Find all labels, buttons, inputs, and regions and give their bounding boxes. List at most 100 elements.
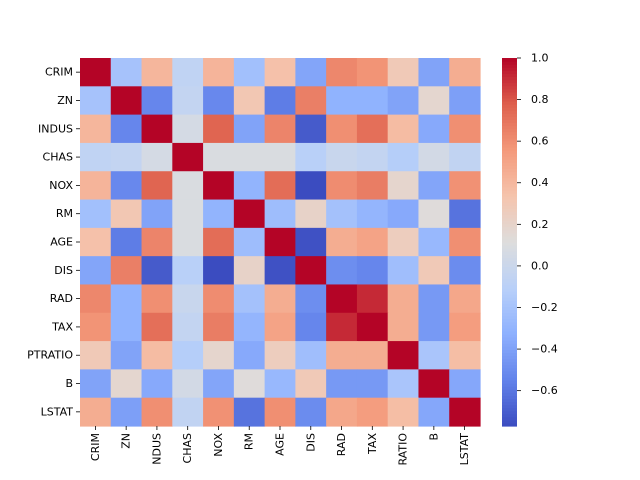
colorbar-segment	[502, 312, 517, 317]
heatmap-cell-lstat-dis	[295, 397, 327, 427]
colorbar-segment	[502, 217, 517, 222]
colorbar-tick-label: 0.8	[531, 93, 549, 106]
heatmap-cell-rm-chas	[172, 199, 204, 229]
x-tick-label: RM	[243, 433, 256, 450]
heatmap-cell-chas-nox	[203, 142, 235, 172]
heatmap-cell-lstat-ratio	[387, 397, 420, 427]
colorbar-tick-label: −0.2	[531, 301, 558, 314]
colorbar-segment	[502, 306, 517, 311]
heatmap-cell-lstat-zn	[110, 397, 143, 427]
heatmap-cell-b-age	[264, 369, 296, 399]
heatmap-cell-tax-crim	[80, 312, 112, 342]
colorbar-segment	[502, 404, 517, 409]
y-tick-label: TAX	[51, 320, 73, 333]
heatmap-cell-b-rad	[326, 369, 358, 399]
colorbar-segment	[502, 364, 517, 369]
heatmap-cell-zn-ndus	[141, 86, 173, 116]
colorbar-segment	[502, 269, 517, 274]
colorbar-segment	[502, 94, 517, 99]
heatmap-cell-rm-ratio	[387, 199, 420, 229]
colorbar-segment	[502, 330, 517, 335]
colorbar-segment	[502, 242, 517, 246]
heatmap-cell-dis-age	[264, 256, 296, 286]
heatmap-cell-rad-nox	[203, 284, 235, 314]
x-tick-label: NDUS	[150, 433, 163, 465]
colorbar-segment	[502, 291, 517, 295]
heatmap-cell-age-tax	[356, 227, 389, 257]
heatmap-cell-lstat-b	[418, 397, 450, 427]
colorbar-segment	[502, 288, 517, 292]
heatmap-cell-lstat-age	[264, 397, 296, 427]
heatmap-cell-indus-rm	[233, 114, 266, 144]
heatmap-cell-rm-rad	[326, 199, 358, 229]
colorbar-segment	[502, 238, 517, 243]
x-axis-labels: CRIM ZN NDUS CHAS NOX RM AGE DIS RAD TAX RATIO B LST…	[89, 426, 471, 466]
x-tick-label: DIS	[304, 433, 317, 452]
colorbar-segment	[502, 281, 517, 286]
heatmap-cell-rad-age	[264, 284, 296, 314]
heatmap-cell-crim-nox	[203, 58, 235, 87]
colorbar-segment	[502, 196, 517, 200]
heatmap-cell-ptratio-dis	[295, 341, 327, 370]
heatmap-cell-lstat-ndus	[141, 397, 173, 427]
y-tick-label: RAD	[50, 292, 73, 305]
heatmap-cell-age-ratio	[387, 227, 420, 257]
heatmap-cell-tax-nox	[203, 312, 235, 342]
colorbar-segment	[502, 254, 517, 258]
colorbar-segment	[502, 370, 517, 375]
heatmap-cell-dis-crim	[80, 256, 112, 286]
heatmap-cell-ptratio-chas	[172, 341, 204, 370]
heatmap-cell-dis-rm	[233, 256, 266, 286]
heatmap-cell-dis-ratio	[387, 256, 420, 286]
heatmap-cell-chas-dis	[295, 142, 327, 172]
heatmap-cell-chas-zn	[110, 142, 143, 172]
colorbar-segment	[502, 343, 517, 347]
heatmap-cell-zn-chas	[172, 86, 204, 116]
colorbar-segment	[502, 367, 517, 372]
heatmap-cell-crim-ndus	[141, 58, 173, 87]
heatmap-cell-indus-ratio	[387, 114, 420, 144]
colorbar-segment	[502, 309, 517, 314]
colorbar-tick-label: 0.2	[531, 218, 549, 231]
heatmap-cell-dis-b	[418, 256, 450, 286]
colorbar-segment	[502, 361, 517, 366]
heatmap-cell-indus-dis	[295, 114, 327, 144]
colorbar-segment	[502, 297, 517, 301]
colorbar-segment	[502, 107, 517, 111]
y-axis-labels: CRIM ZN INDUS CHAS NOX RM AGE DIS RAD TAX PTRATIO B…	[27, 66, 80, 418]
x-tick-label: CRIM	[89, 433, 102, 461]
heatmap-cell-tax-chas	[172, 312, 204, 342]
colorbar-segment	[502, 327, 517, 332]
heatmap-cell-nox-rm	[233, 171, 266, 201]
colorbar-segment	[502, 171, 517, 176]
colorbar-segment	[502, 82, 517, 87]
colorbar-segment	[502, 162, 517, 166]
x-tick-label: AGE	[274, 433, 287, 456]
heatmap-cell-rad-lstat	[449, 284, 481, 314]
colorbar-segment	[502, 346, 517, 350]
heatmap-cell-crim-crim	[80, 58, 112, 87]
colorbar-segment	[502, 189, 517, 194]
colorbar-segment	[502, 266, 517, 271]
heatmap-cell-rm-zn	[110, 199, 143, 229]
heatmap-cell-age-b	[418, 227, 450, 257]
colorbar-segment	[502, 168, 517, 173]
heatmap-cell-tax-zn	[110, 312, 143, 342]
heatmap-cell-nox-dis	[295, 171, 327, 201]
heatmap-cell-rm-lstat	[449, 199, 481, 229]
heatmap-cell-ptratio-crim	[80, 341, 112, 370]
heatmap-cell-indus-age	[264, 114, 296, 144]
colorbar-segment	[502, 395, 517, 399]
heatmap-cell-b-ndus	[141, 369, 173, 399]
x-tick-label: LSTAT	[458, 433, 471, 466]
colorbar-segment	[502, 64, 517, 68]
heatmap-cell-crim-lstat	[449, 58, 481, 87]
colorbar-segment	[502, 398, 517, 403]
heatmap-cell-ptratio-ratio	[387, 341, 420, 370]
colorbar-segment	[502, 355, 517, 360]
y-tick-label: DIS	[54, 264, 73, 277]
heatmap-cell-chas-ratio	[387, 142, 420, 172]
heatmap-cell-age-nox	[203, 227, 235, 257]
heatmap-cell-nox-ndus	[141, 171, 173, 201]
